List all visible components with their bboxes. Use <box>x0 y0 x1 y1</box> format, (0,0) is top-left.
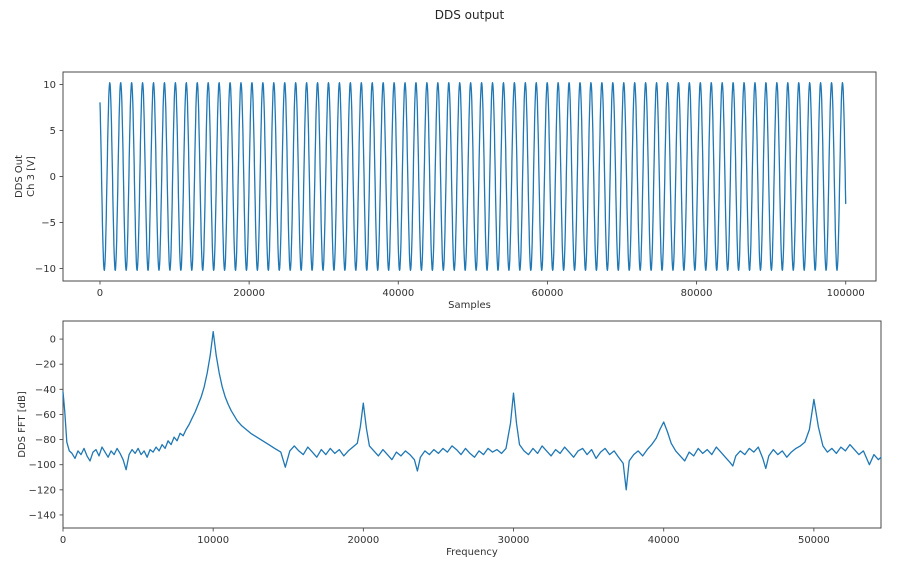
x-tick-label: 40000 <box>648 535 680 546</box>
figure-title: DDS output <box>434 8 505 22</box>
y-tick-label: −20 <box>35 360 56 371</box>
y-tick-label: −100 <box>29 460 56 471</box>
dds-output-chart: 0 20000 40000 60000 80000 100000 10 5 0 −5 −10 Samp… <box>14 71 877 311</box>
x-axis-label: Frequency <box>446 547 498 558</box>
x-tick-label: 50000 <box>798 535 830 546</box>
y-tick-label: −120 <box>29 485 56 496</box>
x-axis-label: Samples <box>448 300 491 311</box>
x-tick-label: 100000 <box>827 288 865 299</box>
x-tick-label: 60000 <box>532 288 564 299</box>
y-tick-label: −5 <box>41 218 56 229</box>
dds-fft-spectrum-line <box>62 330 882 491</box>
x-tick-label: 40000 <box>382 288 414 299</box>
dds-output-signal-line <box>99 82 847 271</box>
y-tick-label: 0 <box>50 335 56 346</box>
y-tick-label: 5 <box>50 126 56 137</box>
y-tick-label: 0 <box>50 172 56 183</box>
x-tick-label: 20000 <box>233 288 265 299</box>
x-tick-label: 80000 <box>681 288 713 299</box>
y-axis-label: DDS OutCh 3 [V] <box>14 155 37 198</box>
x-tick-label: 10000 <box>197 535 229 546</box>
x-tick-label: 0 <box>97 288 103 299</box>
x-tick-label: 30000 <box>498 535 530 546</box>
dds-fft-chart: 0 10000 20000 30000 40000 50000 0 −20 −40 −60 −80 −… <box>17 320 882 558</box>
y-axis-label: DDS FFT [dB] <box>17 391 28 458</box>
y-tick-label: −60 <box>35 410 56 421</box>
x-tick-label: 0 <box>60 535 66 546</box>
y-tick-label: 10 <box>43 80 56 91</box>
y-tick-label: −140 <box>29 510 56 521</box>
x-tick-label: 20000 <box>347 535 379 546</box>
y-tick-label: −40 <box>35 385 56 396</box>
y-tick-label: −10 <box>35 264 56 275</box>
y-tick-label: −80 <box>35 435 56 446</box>
plot-border <box>62 320 882 529</box>
